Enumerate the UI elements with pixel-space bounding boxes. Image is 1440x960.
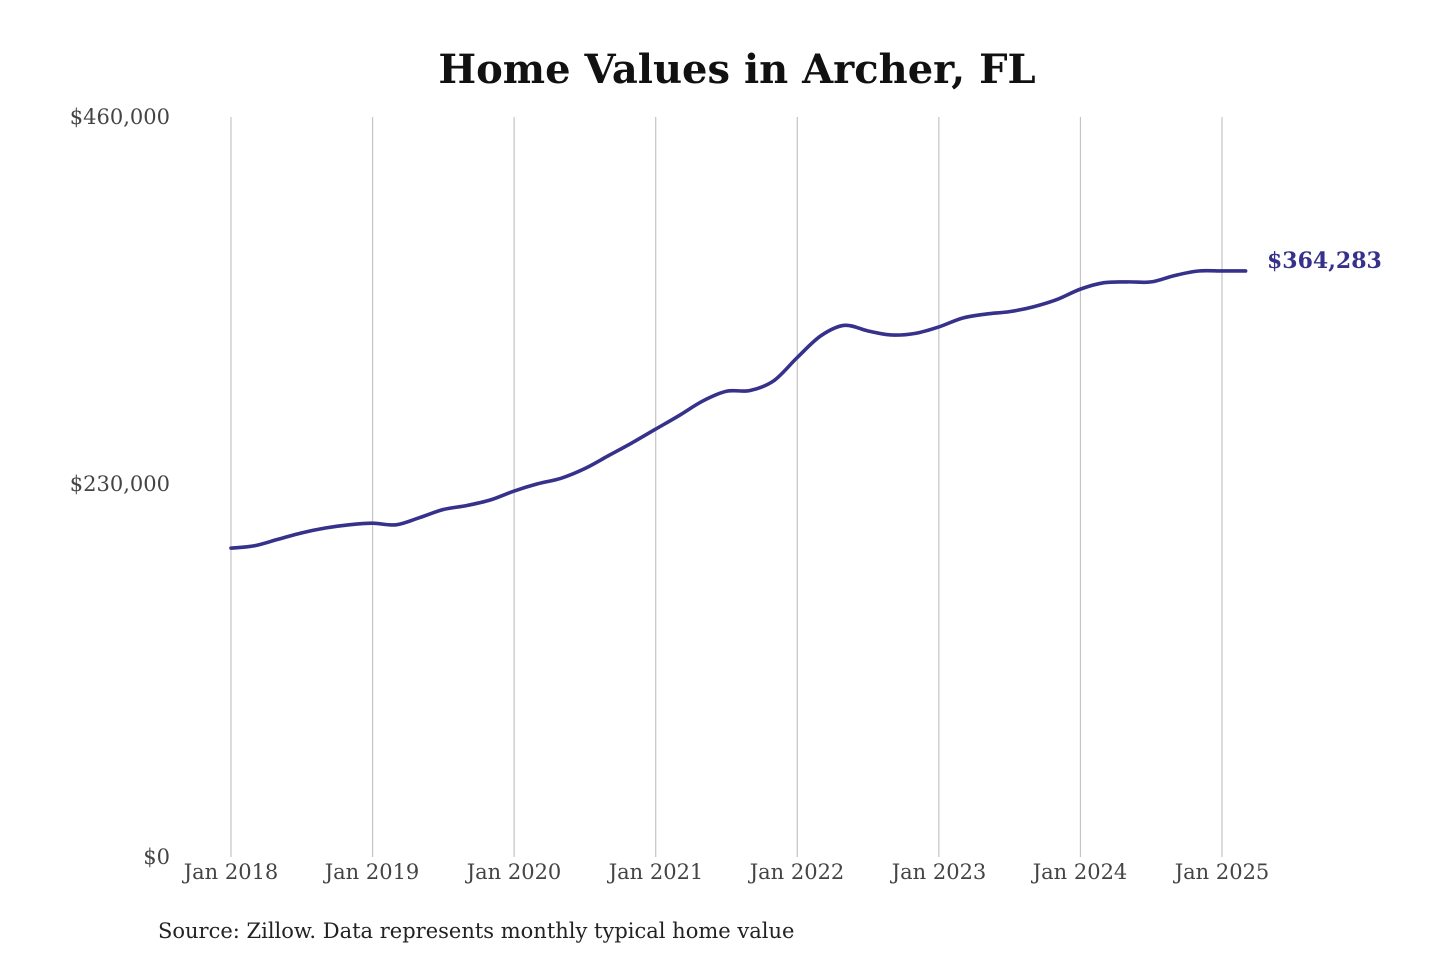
y-tick-label-460000: $460,000 xyxy=(70,105,170,129)
latest-value-label: $364,283 xyxy=(1267,248,1382,274)
y-axis-tick-labels: $460,000 $230,000 $0 xyxy=(70,105,170,869)
y-tick-label-230000: $230,000 xyxy=(70,472,170,496)
source-note: Source: Zillow. Data represents monthly … xyxy=(158,919,794,943)
x-tick-label-2023: Jan 2023 xyxy=(890,860,987,884)
x-tick-label-2025: Jan 2025 xyxy=(1173,860,1270,884)
x-tick-label-2019: Jan 2019 xyxy=(323,860,420,884)
x-tick-label-2024: Jan 2024 xyxy=(1031,860,1128,884)
x-tick-label-2018: Jan 2018 xyxy=(182,860,279,884)
series-layer xyxy=(229,268,1248,550)
x-tick-label-2021: Jan 2021 xyxy=(607,860,704,884)
x-tick-label-2020: Jan 2020 xyxy=(465,860,562,884)
x-tick-label-2022: Jan 2022 xyxy=(748,860,845,884)
chart-title: Home Values in Archer, FL xyxy=(438,46,1035,93)
grid-lines xyxy=(230,117,1223,857)
y-tick-label-0: $0 xyxy=(143,845,170,869)
series-line-0 xyxy=(229,268,1248,550)
x-axis-tick-labels: Jan 2018 Jan 2019 Jan 2020 Jan 2021 Jan … xyxy=(182,860,1270,884)
